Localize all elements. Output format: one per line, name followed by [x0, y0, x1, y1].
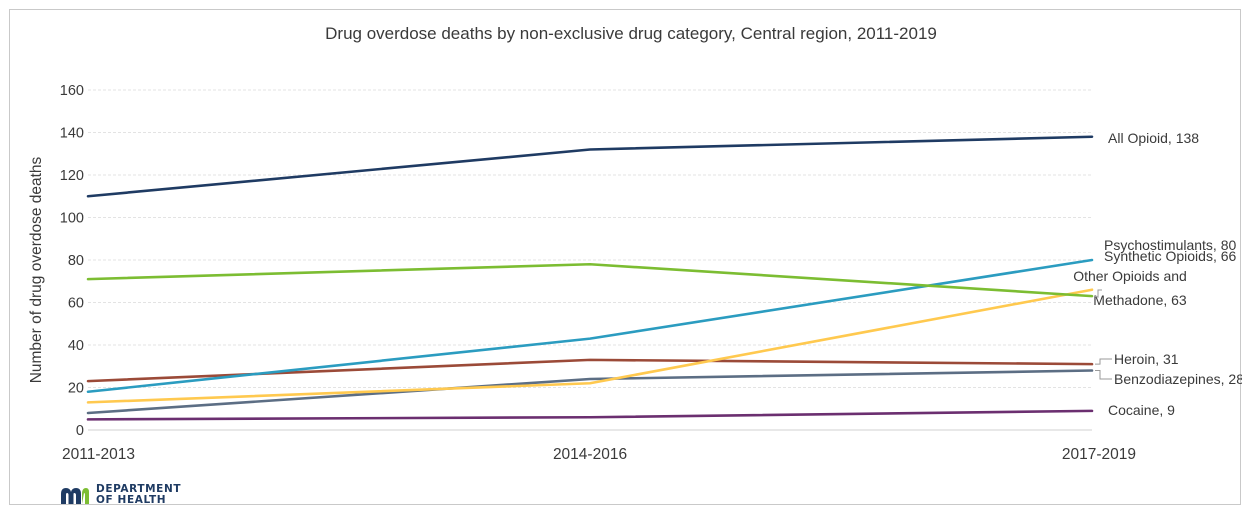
- series-line-benzodiazepines: [86, 369, 1094, 415]
- x-tick-label: 2017-2019: [1062, 446, 1136, 463]
- series-label-heroin: Heroin, 31: [1114, 351, 1179, 367]
- y-tick-label: 20: [68, 381, 84, 397]
- y-tick-label: 0: [76, 423, 84, 439]
- series-line-other-opioids-and-methadone: [86, 262, 1094, 298]
- series-labels: All Opioid, 138 Psychostimulants, 80Synth…: [1073, 130, 1242, 418]
- chart-title: Drug overdose deaths by non-exclusive dr…: [325, 24, 937, 43]
- mdh-logo: DEPARTMENT OF HEALTH: [60, 484, 181, 506]
- y-tick-label: 80: [68, 253, 84, 269]
- logo-text: DEPARTMENT OF HEALTH: [96, 484, 181, 506]
- y-axis-ticks: 0 20 40 60 80 100 120 140 160: [60, 83, 84, 439]
- label-leader: [1093, 289, 1102, 298]
- series-line-all-opioid: [86, 135, 1094, 198]
- y-tick-label: 100: [60, 211, 84, 227]
- x-tick-label: 2011-2013: [62, 446, 135, 463]
- y-tick-label: 160: [60, 83, 84, 99]
- series-label-benzodiazepines: Benzodiazepines, 28: [1114, 371, 1242, 387]
- y-tick-label: 40: [68, 338, 84, 354]
- series-label-other-opioids-and-methadone-line2: Methadone, 63: [1093, 292, 1187, 308]
- x-axis-ticks: 2011-2013 2014-2016 2017-2019: [62, 446, 1136, 463]
- series-label-all-opioid: All Opioid, 138: [1108, 130, 1199, 146]
- chart-frame: Drug overdose deaths by non-exclusive dr…: [9, 9, 1242, 506]
- mn-logo-icon: [61, 488, 89, 504]
- y-tick-label: 140: [60, 126, 84, 142]
- y-axis-label: Number of drug overdose deaths: [28, 156, 45, 383]
- label-leader: [1095, 370, 1112, 380]
- series-label-psychostimulants: Psychostimulants, 80: [1104, 237, 1236, 253]
- gridlines: [88, 89, 1092, 431]
- x-tick-label: 2014-2016: [553, 446, 627, 463]
- series-line-cocaine: [86, 409, 1094, 421]
- label-leader: [1095, 358, 1112, 365]
- series-line-synthetic-opioids: [86, 288, 1094, 404]
- series-label-cocaine: Cocaine, 9: [1108, 402, 1175, 418]
- series-lines: [86, 135, 1094, 421]
- logo-line-1: DEPARTMENT: [96, 483, 182, 495]
- logo-line-2: OF HEALTH: [96, 494, 167, 506]
- y-tick-label: 120: [60, 168, 84, 184]
- series-label-other-opioids-and-methadone: Other Opioids and: [1073, 268, 1187, 284]
- series-label-synthetic-opioids: Synthetic Opioids, 66: [1104, 248, 1237, 264]
- y-tick-label: 60: [68, 296, 84, 312]
- line-chart: Drug overdose deaths by non-exclusive dr…: [28, 24, 1242, 463]
